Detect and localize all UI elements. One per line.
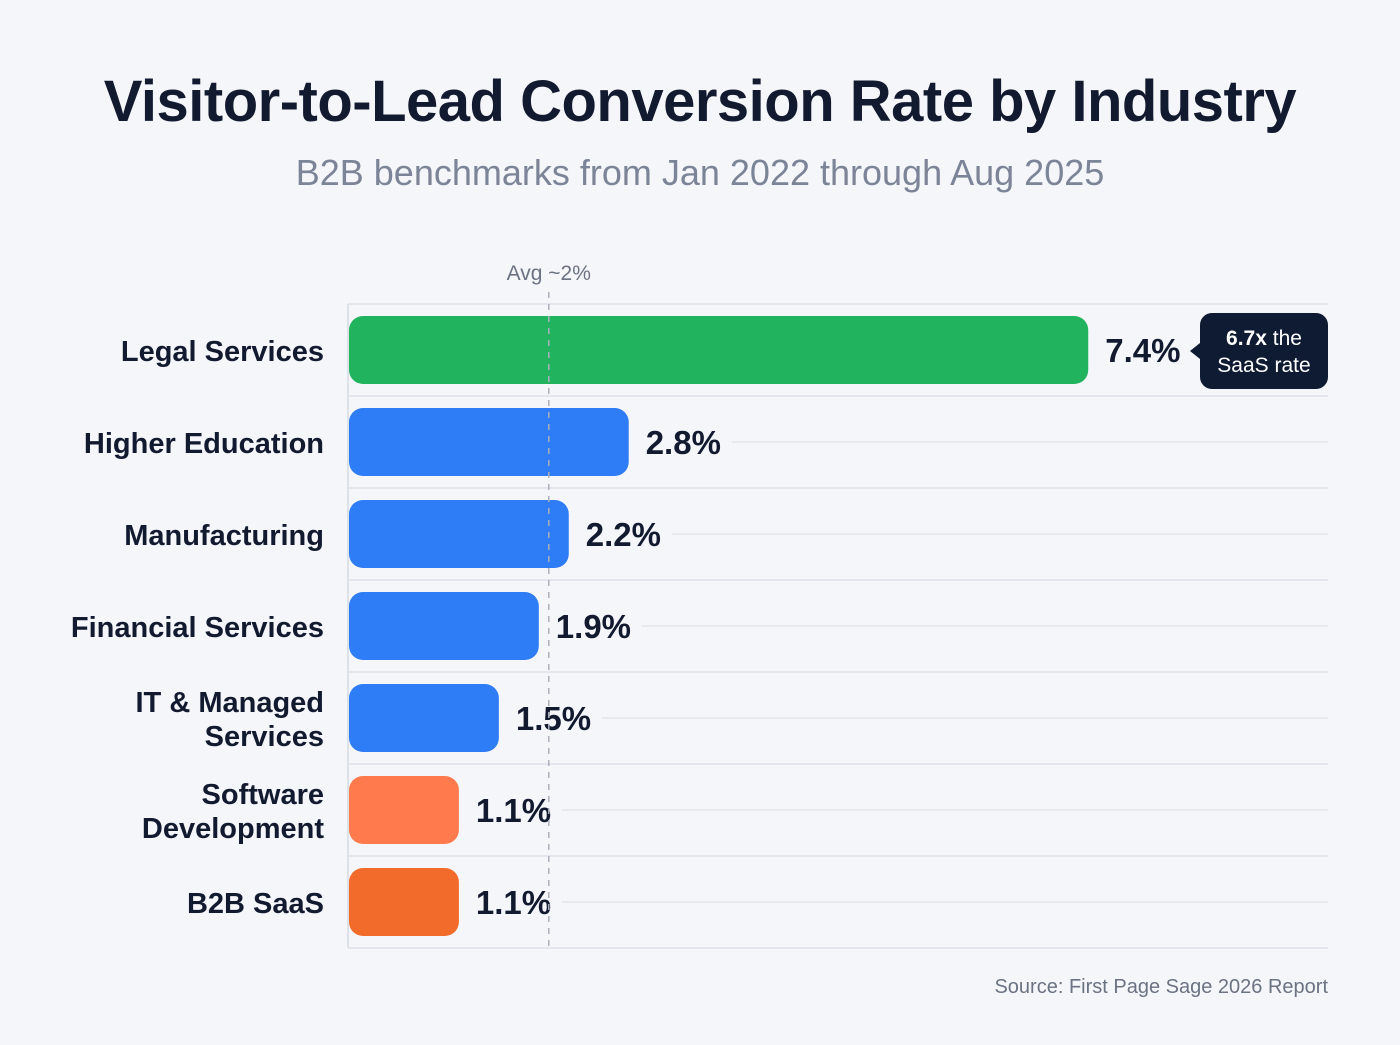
value-label: 2.2% xyxy=(586,516,661,553)
value-label: 2.8% xyxy=(646,424,721,461)
bar xyxy=(349,500,569,568)
annotation-line-2: SaaS rate xyxy=(1217,354,1310,377)
annotation-line-1: 6.7x the xyxy=(1226,327,1302,350)
source-note: Source: First Page Sage 2026 Report xyxy=(994,976,1328,998)
chart-subtitle: B2B benchmarks from Jan 2022 through Aug… xyxy=(295,152,1105,193)
category-label: Development xyxy=(142,813,324,845)
value-label: 7.4% xyxy=(1105,332,1180,369)
annotation-bold: 6.7x xyxy=(1226,327,1267,350)
chart-title: Visitor-to-Lead Conversion Rate by Indus… xyxy=(103,69,1297,134)
category-label: Software xyxy=(202,779,324,811)
value-label: 1.9% xyxy=(556,608,631,645)
category-label: Higher Education xyxy=(84,428,324,460)
category-label: IT & Managed xyxy=(135,687,324,719)
category-label: B2B SaaS xyxy=(187,888,324,920)
value-label: 1.1% xyxy=(476,884,551,921)
bar xyxy=(349,592,539,660)
average-label: Avg ~2% xyxy=(507,262,591,285)
bar xyxy=(349,316,1089,384)
category-label: Legal Services xyxy=(121,336,324,368)
category-label: Financial Services xyxy=(71,612,324,644)
category-label: Manufacturing xyxy=(124,520,324,552)
value-label: 1.5% xyxy=(516,700,591,737)
category-label: Services xyxy=(205,721,324,753)
annotation-callout xyxy=(1190,313,1328,389)
annotation-text: the xyxy=(1267,327,1302,350)
value-label: 1.1% xyxy=(476,792,551,829)
bar xyxy=(349,684,499,752)
bar xyxy=(349,776,459,844)
bar xyxy=(349,408,629,476)
bar xyxy=(349,868,459,936)
